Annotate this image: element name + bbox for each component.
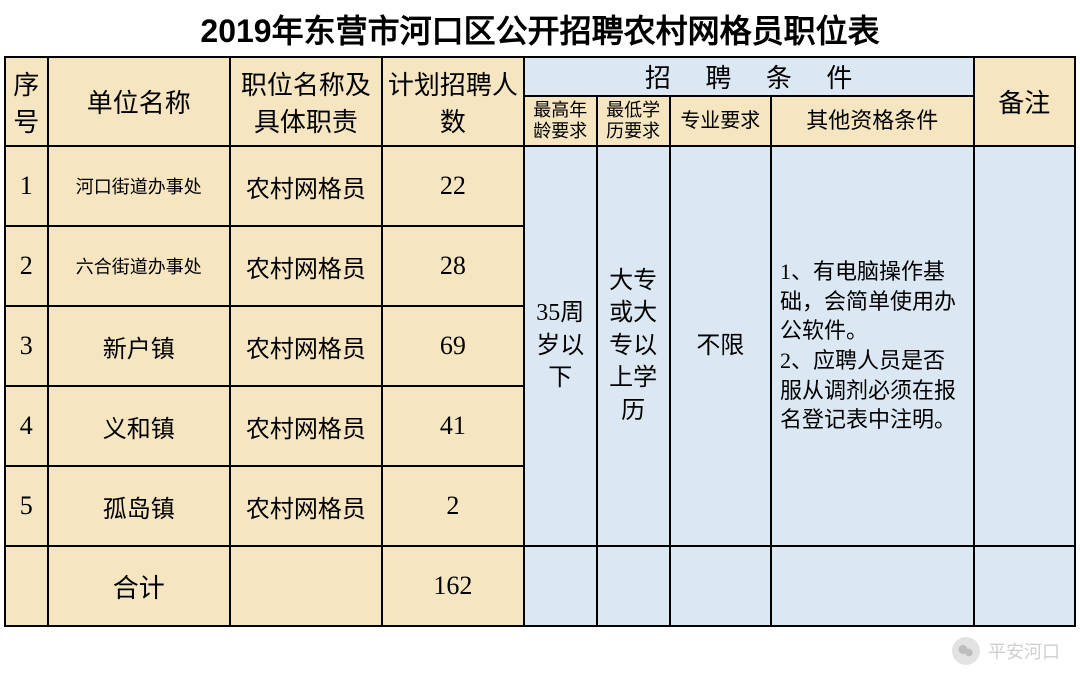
- cell-unit: 孤岛镇: [48, 466, 230, 546]
- cell-unit: 新户镇: [48, 306, 230, 386]
- cell-unit: 河口街道办事处: [48, 146, 230, 226]
- cell-blank: [974, 546, 1075, 626]
- cell-age-merged: 35周岁以下: [524, 146, 597, 546]
- col-major: 专业要求: [670, 96, 771, 146]
- recruitment-table: 序号 单位名称 职位名称及具体职责 计划招聘人数 招 聘 条 件 备注 最高年龄…: [4, 56, 1076, 627]
- col-age: 最高年龄要求: [524, 96, 597, 146]
- cell-seq: 2: [5, 226, 48, 306]
- cell-blank: [597, 546, 670, 626]
- cell-total-count: 162: [382, 546, 524, 626]
- cell-seq: 1: [5, 146, 48, 226]
- cell-seq: 4: [5, 386, 48, 466]
- col-seq: 序号: [5, 57, 48, 146]
- cell-seq-total: [5, 546, 48, 626]
- cell-seq: 3: [5, 306, 48, 386]
- cell-count: 41: [382, 386, 524, 466]
- col-other: 其他资格条件: [771, 96, 974, 146]
- cell-count: 2: [382, 466, 524, 546]
- cell-remark-merged: [974, 146, 1075, 546]
- col-remark: 备注: [974, 57, 1075, 146]
- other-line-1: 1、有电脑操作基础，会简单使用办公软件。: [780, 259, 956, 343]
- cell-count: 28: [382, 226, 524, 306]
- col-conditions: 招 聘 条 件: [524, 57, 974, 96]
- col-position: 职位名称及具体职责: [230, 57, 382, 146]
- header-row-1: 序号 单位名称 职位名称及具体职责 计划招聘人数 招 聘 条 件 备注: [5, 57, 1075, 96]
- cell-edu-merged: 大专或大专以上学历: [597, 146, 670, 546]
- cell-position: 农村网格员: [230, 466, 382, 546]
- watermark: 平安河口: [952, 637, 1060, 665]
- cell-position: 农村网格员: [230, 226, 382, 306]
- other-line-2: 2、应聘人员是否服从调剂必须在报名登记表中注明。: [780, 348, 956, 432]
- cell-position: 农村网格员: [230, 146, 382, 226]
- cell-count: 22: [382, 146, 524, 226]
- wechat-icon: [952, 637, 980, 665]
- cell-position: 农村网格员: [230, 386, 382, 466]
- col-edu: 最低学历要求: [597, 96, 670, 146]
- table-row-total: 合计 162: [5, 546, 1075, 626]
- cell-unit: 义和镇: [48, 386, 230, 466]
- cell-blank: [670, 546, 771, 626]
- cell-unit: 六合街道办事处: [48, 226, 230, 306]
- page-title: 2019年东营市河口区公开招聘农村网格员职位表: [4, 0, 1076, 56]
- cell-position-total: [230, 546, 382, 626]
- watermark-text: 平安河口: [988, 638, 1060, 664]
- cell-total-label: 合计: [48, 546, 230, 626]
- col-unit: 单位名称: [48, 57, 230, 146]
- page-container: 2019年东营市河口区公开招聘农村网格员职位表 序号 单位名称 职位名称及具体职…: [0, 0, 1080, 627]
- cell-count: 69: [382, 306, 524, 386]
- cell-seq: 5: [5, 466, 48, 546]
- cell-blank: [524, 546, 597, 626]
- cell-blank: [771, 546, 974, 626]
- cell-major-merged: 不限: [670, 146, 771, 546]
- cell-other-merged: 1、有电脑操作基础，会简单使用办公软件。 2、应聘人员是否服从调剂必须在报名登记…: [771, 146, 974, 546]
- cell-position: 农村网格员: [230, 306, 382, 386]
- col-plan: 计划招聘人数: [382, 57, 524, 146]
- table-row: 1 河口街道办事处 农村网格员 22 35周岁以下 大专或大专以上学历 不限 1…: [5, 146, 1075, 226]
